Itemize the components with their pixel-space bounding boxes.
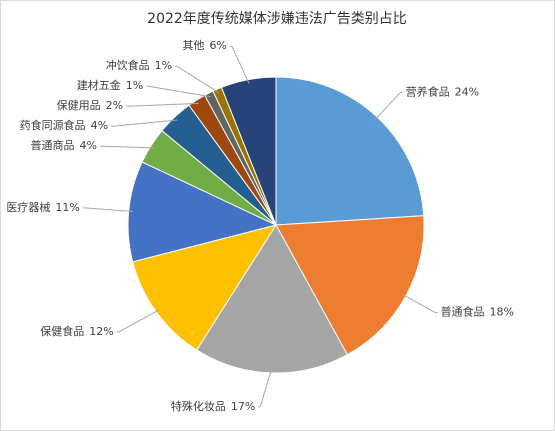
pie-slice xyxy=(196,224,348,374)
data-label: 冲饮食品 1% xyxy=(106,58,172,72)
category-label: 冲饮食品 xyxy=(106,58,150,72)
leader-line xyxy=(374,91,403,121)
leader-line xyxy=(116,309,160,333)
leader-line xyxy=(229,45,250,84)
data-label: 建材五金 1% xyxy=(77,78,143,92)
category-label: 医疗器械 xyxy=(6,200,50,214)
value-label: 11% xyxy=(55,201,79,214)
data-label: 保健用品 2% xyxy=(57,98,123,112)
value-label: 4% xyxy=(91,119,108,132)
leader-line xyxy=(82,207,133,212)
data-label: 药食同源食品 4% xyxy=(20,118,108,132)
category-label: 药食同源食品 xyxy=(20,118,86,132)
data-label: 营养食品 24% xyxy=(406,84,479,98)
data-label: 普通食品 18% xyxy=(440,305,513,319)
category-label: 普通食品 xyxy=(440,305,484,319)
value-label: 4% xyxy=(79,139,96,152)
category-label: 其他 xyxy=(182,39,204,52)
category-label: 特殊化妆品 xyxy=(171,399,226,413)
value-label: 24% xyxy=(455,85,479,98)
leader-line xyxy=(126,102,199,107)
category-label: 保健用品 xyxy=(57,98,101,112)
value-label: 1% xyxy=(126,79,143,92)
data-label: 保健食品 12% xyxy=(40,324,113,338)
category-label: 普通商品 xyxy=(30,138,74,152)
value-label: 2% xyxy=(106,99,123,112)
pie-slice xyxy=(132,224,278,351)
leader-line xyxy=(111,119,178,127)
chart-title: 2022年度传统媒体涉嫌违法广告类别占比 xyxy=(147,11,407,27)
data-label: 其他 6% xyxy=(182,39,226,52)
value-label: 18% xyxy=(489,306,513,319)
leader-line xyxy=(175,65,220,94)
data-label: 普通商品 4% xyxy=(30,138,96,152)
leader-line xyxy=(258,368,272,408)
leader-line xyxy=(146,85,211,98)
leader-line xyxy=(401,293,438,314)
value-label: 1% xyxy=(155,59,172,72)
value-label: 6% xyxy=(209,39,226,52)
data-label: 特殊化妆品 17% xyxy=(171,399,255,413)
category-label: 建材五金 xyxy=(77,78,121,92)
value-label: 12% xyxy=(89,325,113,338)
data-label: 医疗器械 11% xyxy=(6,200,79,214)
leader-line xyxy=(99,145,155,149)
pie-slice xyxy=(220,76,277,226)
category-label: 营养食品 xyxy=(406,84,450,98)
value-label: 17% xyxy=(231,400,255,413)
category-label: 保健食品 xyxy=(40,324,84,338)
